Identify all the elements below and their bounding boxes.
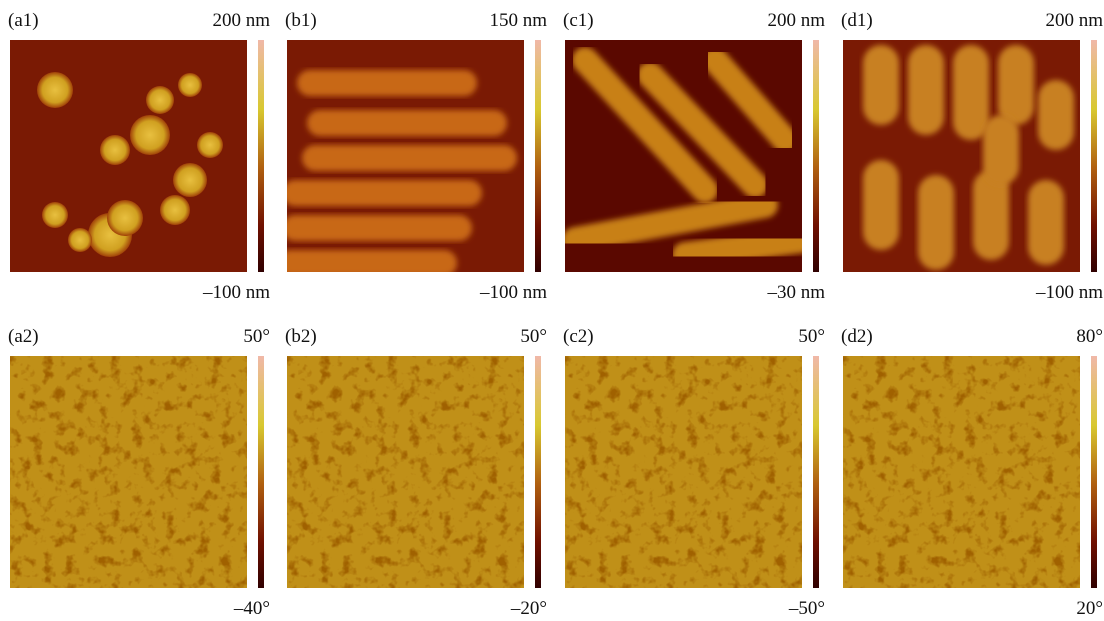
image-content [843,356,1080,588]
particle [130,115,170,155]
colorbar [535,40,541,272]
rod [302,145,517,171]
panel-label: (b1) [285,10,317,31]
afm-image [277,40,524,276]
rod [307,110,507,136]
panel-label: (d1) [841,10,873,31]
particle [146,86,174,114]
rod [863,45,899,125]
scale-max: 200 nm [1045,10,1103,31]
colorbar [1091,356,1097,588]
scale-min: –100 nm [202,282,270,303]
colorbar [1091,40,1097,272]
panel-label: (c1) [563,10,594,31]
particle [37,72,73,108]
rod [277,250,457,276]
scale-max: 50° [798,326,825,347]
scale-min: –100 nm [1035,282,1103,303]
afm-image [843,40,1080,272]
scale-min: –100 nm [479,282,547,303]
afm-image [565,40,802,272]
particle [42,202,68,228]
afm-image [565,356,802,588]
image-content [287,356,524,588]
scale-max: 200 nm [767,10,825,31]
scale-max: 80° [1076,326,1103,347]
panel-label: (b2) [285,326,317,347]
scale-min: 20° [1076,598,1103,619]
rod [863,160,899,250]
rod [1038,80,1074,150]
particle [173,163,207,197]
afm-image [287,356,524,588]
afm-image [10,356,247,588]
rod [297,70,477,96]
rod [998,45,1034,125]
rod [908,45,944,135]
texture [843,356,1080,588]
rod [983,115,1019,185]
image-content [277,40,524,276]
colorbar [813,356,819,588]
image-content [565,356,802,588]
colorbar [258,40,264,272]
texture [565,356,802,588]
colorbar [258,356,264,588]
image-content [10,356,247,588]
figure: (a1) 200 nm –100 nm (b1) 150 nm –100 nm (c1) 20… [0,0,1104,621]
scale-min: –40° [233,598,270,619]
image-content [10,40,247,272]
particle [100,135,130,165]
rod [282,180,482,206]
panel-label: (a2) [8,326,39,347]
scale-max: 50° [243,326,270,347]
afm-image [843,356,1080,588]
texture [10,356,247,588]
scale-min: –20° [510,598,547,619]
image-content [843,40,1080,272]
scale-max: 50° [520,326,547,347]
colorbar [813,40,819,272]
texture [287,356,524,588]
scale-max: 200 nm [212,10,270,31]
scale-min: –50° [788,598,825,619]
particle [160,195,190,225]
panel-label: (d2) [841,326,873,347]
particle [107,200,143,236]
rod [685,240,802,255]
colorbar [535,356,541,588]
particle [197,132,223,158]
rod [953,45,989,140]
panel-label: (a1) [8,10,39,31]
rod [1028,180,1064,265]
particle [68,228,92,252]
image-content [565,40,802,272]
panel-label: (c2) [563,326,594,347]
particle [178,73,202,97]
rod [282,215,472,241]
scale-min: –30 nm [766,282,825,303]
scale-max: 150 nm [489,10,547,31]
rod [918,175,954,270]
afm-image [10,40,247,272]
